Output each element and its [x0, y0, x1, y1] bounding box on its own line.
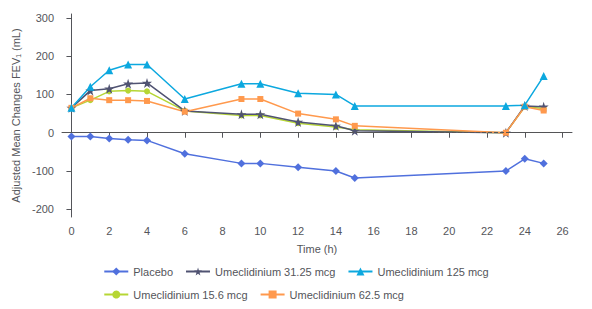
svg-text:2: 2 — [106, 225, 112, 237]
svg-text:6: 6 — [182, 225, 188, 237]
svg-text:-200: -200 — [32, 203, 54, 215]
svg-text:26: 26 — [556, 225, 568, 237]
svg-text:4: 4 — [144, 225, 150, 237]
svg-text:20: 20 — [443, 225, 455, 237]
svg-text:Adjusted Mean Changes FEV₁ (mL: Adjusted Mean Changes FEV₁ (mL) — [10, 28, 22, 202]
svg-text:Placebo: Placebo — [133, 266, 173, 278]
svg-text:0: 0 — [48, 127, 54, 139]
svg-text:200: 200 — [36, 50, 54, 62]
svg-text:300: 300 — [36, 12, 54, 24]
svg-text:-100: -100 — [32, 165, 54, 177]
svg-text:Umeclidinium 15.6 mcg: Umeclidinium 15.6 mcg — [133, 289, 247, 301]
svg-text:Time (h): Time (h) — [297, 243, 338, 255]
svg-text:Umeclidinium 31.25 mcg: Umeclidinium 31.25 mcg — [215, 266, 335, 278]
svg-text:Umeclidinium 125 mcg: Umeclidinium 125 mcg — [377, 266, 488, 278]
svg-text:100: 100 — [36, 88, 54, 100]
svg-text:Umeclidinium 62.5 mcg: Umeclidinium 62.5 mcg — [290, 289, 404, 301]
svg-text:10: 10 — [254, 225, 266, 237]
svg-text:8: 8 — [219, 225, 225, 237]
svg-text:24: 24 — [519, 225, 531, 237]
svg-text:18: 18 — [405, 225, 417, 237]
svg-text:14: 14 — [330, 225, 342, 237]
svg-text:22: 22 — [481, 225, 493, 237]
svg-text:0: 0 — [68, 225, 74, 237]
svg-text:12: 12 — [292, 225, 304, 237]
svg-text:16: 16 — [368, 225, 380, 237]
